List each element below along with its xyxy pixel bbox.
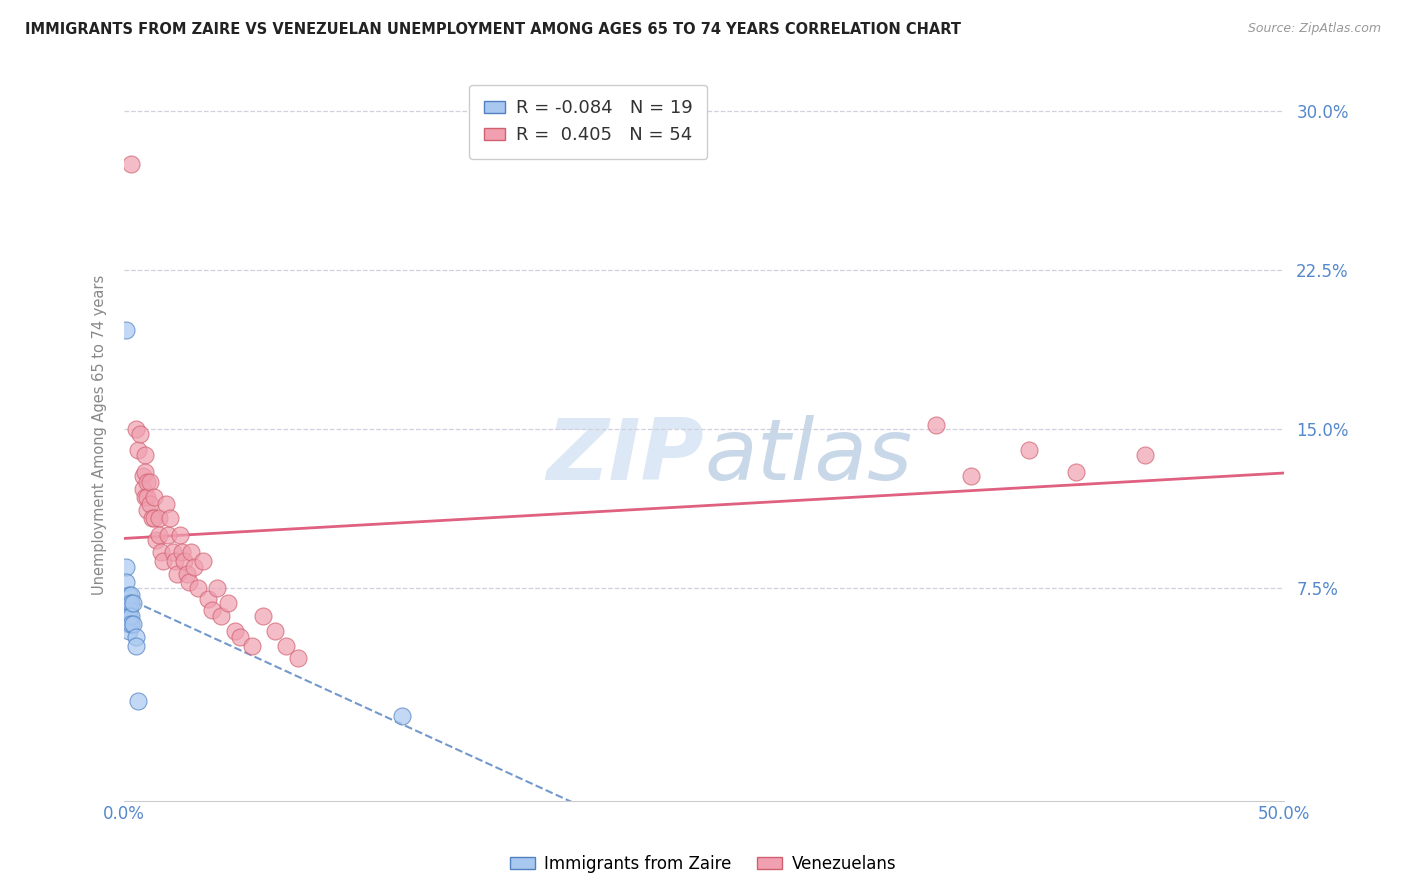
Point bbox=[117, 588, 139, 602]
Point bbox=[124, 630, 146, 644]
Point bbox=[173, 554, 195, 568]
Point bbox=[143, 511, 166, 525]
Point bbox=[141, 511, 163, 525]
Point bbox=[120, 609, 142, 624]
Point bbox=[229, 630, 252, 644]
Point bbox=[136, 490, 159, 504]
Point bbox=[1133, 448, 1156, 462]
Point bbox=[157, 528, 180, 542]
Point bbox=[287, 651, 309, 665]
Point bbox=[115, 575, 138, 590]
Point bbox=[134, 465, 156, 479]
Point bbox=[131, 469, 153, 483]
Point bbox=[127, 694, 149, 708]
Point bbox=[138, 497, 160, 511]
Point bbox=[143, 490, 166, 504]
Point bbox=[134, 448, 156, 462]
Text: IMMIGRANTS FROM ZAIRE VS VENEZUELAN UNEMPLOYMENT AMONG AGES 65 TO 74 YEARS CORRE: IMMIGRANTS FROM ZAIRE VS VENEZUELAN UNEM… bbox=[25, 22, 962, 37]
Point bbox=[166, 566, 188, 581]
Y-axis label: Unemployment Among Ages 65 to 74 years: Unemployment Among Ages 65 to 74 years bbox=[93, 275, 107, 595]
Point bbox=[176, 566, 198, 581]
Point bbox=[1018, 443, 1040, 458]
Point bbox=[120, 588, 142, 602]
Legend: R = -0.084   N = 19, R =  0.405   N = 54: R = -0.084 N = 19, R = 0.405 N = 54 bbox=[470, 85, 707, 159]
Point bbox=[217, 596, 239, 610]
Point bbox=[150, 545, 173, 559]
Point bbox=[211, 609, 233, 624]
Point bbox=[129, 426, 152, 441]
Point bbox=[124, 639, 146, 653]
Legend: Immigrants from Zaire, Venezuelans: Immigrants from Zaire, Venezuelans bbox=[503, 848, 903, 880]
Point bbox=[134, 490, 156, 504]
Text: Source: ZipAtlas.com: Source: ZipAtlas.com bbox=[1247, 22, 1381, 36]
Point bbox=[205, 582, 228, 596]
Point bbox=[115, 322, 138, 336]
Point bbox=[117, 602, 139, 616]
Point bbox=[170, 545, 193, 559]
Text: atlas: atlas bbox=[704, 415, 912, 498]
Point bbox=[197, 592, 219, 607]
Point bbox=[117, 596, 139, 610]
Point bbox=[120, 157, 142, 171]
Point bbox=[124, 422, 146, 436]
Point bbox=[177, 575, 200, 590]
Point bbox=[159, 511, 181, 525]
Point bbox=[115, 560, 138, 574]
Point bbox=[960, 469, 983, 483]
Point bbox=[117, 617, 139, 632]
Point bbox=[148, 511, 170, 525]
Point bbox=[252, 609, 274, 624]
Point bbox=[127, 443, 149, 458]
Point bbox=[122, 617, 145, 632]
Point bbox=[138, 475, 160, 490]
Point bbox=[122, 596, 145, 610]
Point bbox=[145, 533, 167, 547]
Point bbox=[224, 624, 246, 638]
Point bbox=[240, 639, 263, 653]
Point bbox=[263, 624, 285, 638]
Point bbox=[120, 596, 142, 610]
Point bbox=[276, 639, 298, 653]
Point bbox=[117, 624, 139, 638]
Point bbox=[1064, 465, 1087, 479]
Point bbox=[165, 554, 187, 568]
Point bbox=[187, 582, 209, 596]
Point bbox=[120, 617, 142, 632]
Point bbox=[180, 545, 202, 559]
Text: ZIP: ZIP bbox=[547, 415, 704, 498]
Point bbox=[201, 602, 224, 616]
Point bbox=[925, 417, 948, 432]
Point bbox=[191, 554, 214, 568]
Point bbox=[155, 497, 177, 511]
Point bbox=[391, 708, 413, 723]
Point bbox=[136, 475, 159, 490]
Point bbox=[148, 528, 170, 542]
Point bbox=[152, 554, 174, 568]
Point bbox=[169, 528, 191, 542]
Point bbox=[136, 503, 159, 517]
Point bbox=[117, 609, 139, 624]
Point bbox=[131, 482, 153, 496]
Point bbox=[162, 545, 184, 559]
Point bbox=[183, 560, 205, 574]
